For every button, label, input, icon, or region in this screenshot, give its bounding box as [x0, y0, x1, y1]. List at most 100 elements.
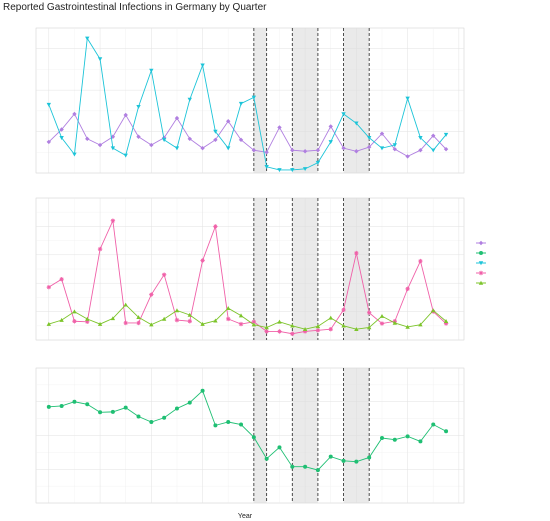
data-point — [405, 96, 410, 101]
data-point — [444, 429, 449, 434]
data-point — [123, 405, 128, 410]
shaded-period — [343, 368, 370, 503]
data-point — [136, 104, 141, 109]
data-point — [213, 224, 218, 229]
data-point — [226, 420, 231, 424]
data-point — [213, 137, 218, 143]
data-point — [149, 142, 154, 148]
data-point — [59, 136, 64, 140]
shaded-period — [292, 198, 318, 340]
data-point — [341, 307, 346, 313]
data-point — [72, 152, 77, 157]
data-point — [277, 319, 282, 324]
data-point — [405, 154, 410, 159]
data-point — [59, 127, 64, 132]
data-point — [123, 153, 128, 158]
data-point — [379, 146, 385, 151]
data-point — [290, 331, 295, 336]
data-point — [264, 150, 269, 155]
series-campylobacter-enteritis — [46, 111, 449, 159]
legend-key-marker — [478, 240, 484, 246]
data-point — [290, 148, 295, 153]
data-point — [418, 136, 423, 140]
data-point — [251, 435, 256, 440]
legend-key-marker — [478, 261, 484, 266]
panel-1 — [35, 27, 465, 174]
data-point — [341, 112, 346, 117]
data-point — [226, 305, 231, 310]
data-point — [302, 327, 308, 331]
data-point — [72, 319, 77, 324]
data-point — [290, 168, 295, 173]
data-point — [367, 455, 372, 460]
data-point — [187, 97, 192, 102]
data-point — [174, 115, 180, 121]
data-point — [200, 321, 205, 326]
data-point — [392, 320, 398, 325]
data-point — [213, 423, 218, 428]
data-point — [187, 400, 192, 405]
data-point — [302, 329, 308, 334]
data-point — [238, 313, 244, 318]
data-point — [72, 399, 77, 404]
data-point — [149, 292, 154, 297]
x-axis-title: Year — [238, 513, 253, 520]
data-point — [238, 101, 244, 106]
data-point — [226, 119, 231, 124]
data-point — [136, 414, 141, 419]
data-point — [431, 133, 436, 138]
data-point — [354, 149, 359, 154]
legend-key-marker — [479, 251, 483, 255]
series-norovirus-gastroenteritis — [46, 36, 449, 173]
data-point — [162, 415, 167, 420]
data-point — [110, 316, 116, 321]
legend-item — [476, 240, 486, 246]
data-point — [418, 148, 423, 153]
data-point — [328, 454, 333, 459]
data-point — [443, 132, 449, 137]
data-point — [239, 422, 244, 427]
data-point — [303, 464, 308, 469]
data-point — [354, 121, 359, 126]
data-point — [174, 317, 180, 323]
data-point — [200, 388, 205, 393]
data-point — [226, 146, 231, 151]
data-point — [200, 63, 205, 68]
data-point — [405, 286, 410, 292]
data-point — [366, 144, 372, 150]
data-point — [251, 322, 257, 327]
data-point — [277, 168, 282, 173]
data-point — [264, 329, 269, 334]
data-point — [302, 167, 308, 172]
data-point — [251, 319, 257, 325]
data-point — [161, 316, 167, 321]
data-point — [328, 124, 333, 129]
data-point — [277, 329, 282, 334]
data-point — [238, 321, 244, 327]
data-point — [98, 410, 103, 415]
shaded-period — [253, 198, 267, 340]
data-point — [97, 321, 103, 326]
data-point — [136, 320, 141, 326]
series-giardiasis — [46, 388, 449, 473]
legend-key-marker — [478, 270, 484, 276]
data-point — [161, 138, 167, 143]
data-point — [354, 327, 359, 331]
data-point — [136, 134, 141, 139]
legend-item — [476, 270, 486, 276]
data-point — [213, 129, 218, 134]
data-point — [149, 68, 154, 73]
chart-title: Reported Gastrointestinal Infections in … — [3, 2, 267, 13]
data-point — [264, 325, 269, 330]
data-point — [418, 258, 423, 264]
data-point — [315, 160, 321, 165]
data-point — [226, 316, 231, 322]
shaded-period — [292, 368, 318, 503]
data-point — [405, 324, 410, 329]
shaded-period — [253, 28, 267, 173]
data-point — [161, 272, 167, 277]
data-point — [315, 324, 321, 329]
data-point — [97, 142, 103, 148]
data-point — [59, 403, 64, 408]
data-point — [72, 111, 77, 117]
